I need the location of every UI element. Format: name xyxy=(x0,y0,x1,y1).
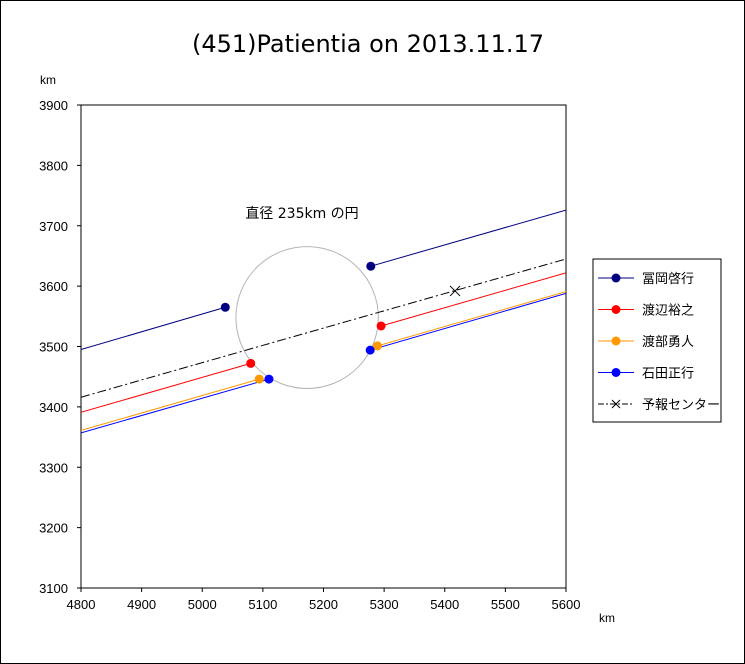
x-tick-label: 5300 xyxy=(370,597,399,612)
x-tick-label: 5100 xyxy=(248,597,277,612)
legend-label: 渡辺裕之 xyxy=(642,303,694,319)
legend-entry: 渡辺裕之 xyxy=(598,303,694,319)
series-1-line xyxy=(380,272,566,327)
legend-entry: 渡部勇人 xyxy=(598,334,694,350)
legend-marker-icon xyxy=(611,368,621,377)
series-3-marker xyxy=(264,374,274,384)
series-0-line xyxy=(370,209,566,267)
series-2-marker xyxy=(372,341,382,351)
x-tick-label: 4900 xyxy=(127,597,156,612)
y-tick-label: 3300 xyxy=(39,460,68,475)
series-2-line xyxy=(81,378,260,431)
legend-marker-icon xyxy=(611,305,621,314)
series-1-marker xyxy=(376,321,386,331)
x-tick-label: 5600 xyxy=(552,597,581,612)
y-tick-label: 3500 xyxy=(39,340,68,355)
forecast-cross-marker xyxy=(449,285,461,297)
y-axis-unit-label: km xyxy=(40,73,56,87)
series-1-line xyxy=(81,362,251,413)
y-tick-label: 3800 xyxy=(39,158,68,173)
y-tick-label: 3200 xyxy=(39,521,68,536)
y-tick-label: 3600 xyxy=(39,279,68,294)
series-3-line xyxy=(81,378,270,434)
series-4-line xyxy=(81,258,566,398)
chart-title: (451)Patientia on 2013.11.17 xyxy=(192,30,544,58)
legend-marker-icon xyxy=(611,336,621,346)
x-tick-label: 5500 xyxy=(491,597,520,612)
marker-layer xyxy=(220,261,461,384)
x-tick-label: 4800 xyxy=(67,597,96,612)
series-0-marker xyxy=(366,261,376,271)
series-1-marker xyxy=(246,358,256,368)
axes: 4800 4900 5000 5100 5200 5300 5400 5500 5600 3100… xyxy=(39,98,580,612)
series-0-line xyxy=(81,306,226,350)
series-3-line xyxy=(370,292,566,351)
legend-label: 渡部勇人 xyxy=(642,334,694,350)
legend-entry: 冨岡啓行 xyxy=(598,272,694,287)
series-2-line xyxy=(377,291,566,347)
series-0-marker xyxy=(220,302,230,312)
legend-entry: 予報センター xyxy=(598,398,720,413)
x-tick-label: 5400 xyxy=(430,597,459,612)
data-layer xyxy=(81,209,566,434)
legend-label: 石田正行 xyxy=(642,367,694,382)
y-tick-label: 3400 xyxy=(39,400,68,415)
x-tick-label: 5000 xyxy=(188,597,217,612)
legend-label: 予報センター xyxy=(642,398,720,413)
circle-annotation: 直径 235km の円 xyxy=(245,205,358,222)
legend-marker-icon xyxy=(611,273,621,283)
y-tick-label: 3900 xyxy=(39,98,68,113)
legend-label: 冨岡啓行 xyxy=(642,272,694,287)
x-tick-label: 5200 xyxy=(309,597,338,612)
diameter-circle xyxy=(235,246,379,389)
x-axis-unit-label: km xyxy=(599,611,615,625)
plot-area xyxy=(80,104,567,589)
y-tick-label: 3100 xyxy=(39,581,68,596)
y-tick-label: 3700 xyxy=(39,219,68,234)
legend-entry: 石田正行 xyxy=(598,367,694,382)
series-2-marker xyxy=(254,374,264,384)
series-3-marker xyxy=(365,345,375,355)
